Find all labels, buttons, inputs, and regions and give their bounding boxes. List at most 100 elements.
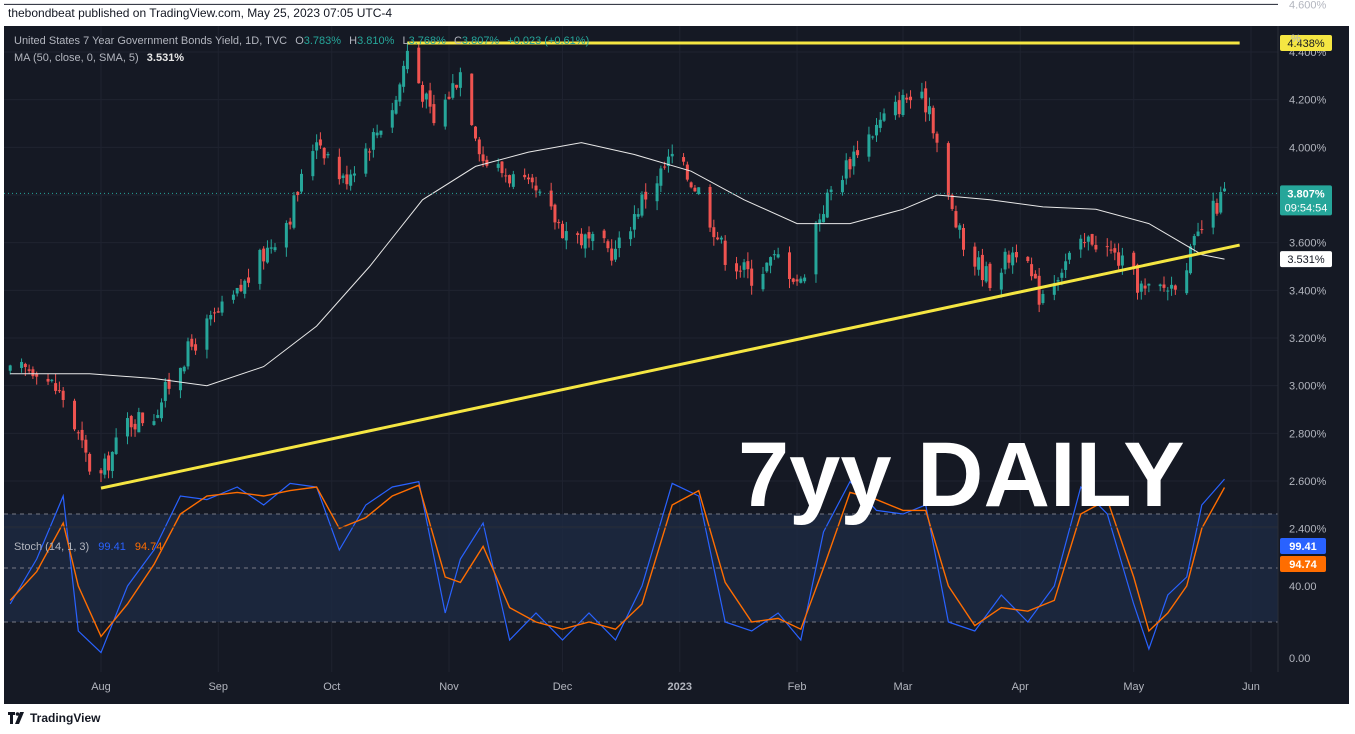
candle-body: [644, 191, 648, 200]
legend-open-label: O: [295, 35, 304, 47]
candle-body: [1007, 254, 1011, 263]
candle-body: [814, 222, 818, 275]
candles-layer: [8, 41, 1227, 482]
candle-body: [909, 96, 913, 101]
candle-body: [326, 154, 330, 156]
candle-body: [417, 47, 421, 84]
candle-body: [772, 254, 776, 256]
candle-body: [1136, 264, 1140, 293]
candle-body: [962, 227, 965, 250]
candle-body: [874, 124, 878, 136]
candle-body: [534, 185, 538, 191]
candle-body: [761, 273, 765, 290]
candle-body: [897, 100, 901, 115]
candle-body: [663, 166, 667, 168]
candle-body: [723, 240, 727, 265]
candle-body: [46, 378, 50, 382]
candle-body: [735, 263, 739, 272]
footer-brand[interactable]: TradingView: [30, 711, 101, 725]
candle-body: [27, 369, 31, 371]
candle-body: [829, 189, 833, 193]
candle-body: [530, 177, 534, 183]
candle-body: [636, 214, 640, 217]
candle-body: [125, 418, 129, 437]
candle-body: [825, 192, 829, 218]
support-line[interactable]: [100, 243, 1240, 490]
candle-body: [629, 231, 633, 240]
candle-body: [954, 211, 958, 228]
price-label-countdown: 09:54:54: [1285, 202, 1328, 214]
candle-body: [296, 191, 300, 196]
candle-body: [523, 174, 527, 178]
stoch-legend[interactable]: Stoch (14, 1, 3) 99.41 94.74: [14, 541, 162, 553]
candle-body: [458, 72, 462, 88]
candle-body: [311, 151, 315, 177]
candle-body: [905, 97, 909, 100]
candle-body: [632, 214, 636, 230]
candle-body: [31, 369, 35, 377]
candle-body: [500, 161, 504, 174]
candle-body: [682, 157, 686, 162]
candle-body: [269, 247, 273, 249]
overlay-title: 7yy DAILY: [738, 424, 1185, 526]
candle-body: [564, 231, 568, 241]
candle-body: [375, 132, 379, 136]
candle-body: [1037, 275, 1041, 305]
price-axis[interactable]: 4.600%4.400%4.200%4.000%3.800%3.600%3.40…: [1289, 0, 1327, 536]
candle-body: [746, 261, 750, 270]
publisher-text: thebondbeat published on TradingView.com…: [8, 6, 393, 20]
candle-body: [716, 237, 720, 240]
legend-symbol: United States 7 Year Government Bonds Yi…: [14, 35, 287, 47]
candle-body: [610, 248, 614, 261]
candle-body: [553, 204, 557, 223]
stoch-value-label-bg: [1280, 538, 1326, 554]
candle-body: [421, 84, 425, 102]
candle-body: [1003, 251, 1007, 270]
legend-low-value: 3.768%: [409, 35, 447, 47]
candle-body: [163, 381, 167, 401]
candle-body: [1033, 273, 1037, 279]
candle-body: [394, 99, 398, 114]
candle-body: [299, 173, 303, 192]
candle-body: [882, 113, 886, 121]
main-legend[interactable]: United States 7 Year Government Bonds Yi…: [14, 35, 589, 47]
candle-body: [606, 241, 610, 249]
candle-body: [216, 311, 220, 313]
candle-body: [693, 187, 697, 192]
candle-body: [1158, 284, 1162, 287]
candle-body: [235, 287, 239, 294]
candle-body: [402, 65, 406, 87]
candle-body: [182, 366, 186, 372]
y-tick-label: 4.600%: [1289, 0, 1327, 11]
candle-body: [844, 160, 848, 179]
price-label-bg: [1280, 34, 1332, 51]
ma-legend[interactable]: MA (50, close, 0, SMA, 5) 3.531%: [14, 52, 184, 64]
candle-body: [1120, 255, 1124, 266]
candle-body: [137, 412, 141, 433]
x-tick-label: Apr: [1012, 681, 1029, 693]
candle-body: [640, 194, 644, 216]
candle-body: [1188, 246, 1192, 274]
candle-body: [315, 142, 319, 151]
candle-body: [791, 278, 795, 282]
y-tick-label: 2.400%: [1289, 524, 1327, 536]
candle-body: [57, 390, 61, 392]
candle-body: [927, 106, 931, 115]
x-tick-label: Jun: [1242, 681, 1260, 693]
candle-body: [1196, 231, 1200, 236]
time-axis[interactable]: Aug Sep Oct Nov Dec 2023 Feb Mar Apr May Jun: [91, 681, 1260, 693]
candle-body: [1162, 284, 1166, 288]
candle-body: [205, 318, 209, 350]
price-label-bg: [1280, 251, 1332, 268]
ma-line: [10, 142, 1225, 387]
candle-body: [980, 254, 984, 281]
candle-body: [1086, 236, 1090, 242]
x-tick-label: May: [1123, 681, 1144, 693]
candle-body: [352, 173, 356, 176]
legend-high-value: 3.810%: [357, 35, 395, 47]
candle-body: [194, 344, 198, 351]
candle-body: [288, 221, 292, 225]
stoch-axis[interactable]: 40.00 0.00 99.41 94.74: [1280, 538, 1326, 665]
price-label-bg: [1280, 185, 1332, 216]
